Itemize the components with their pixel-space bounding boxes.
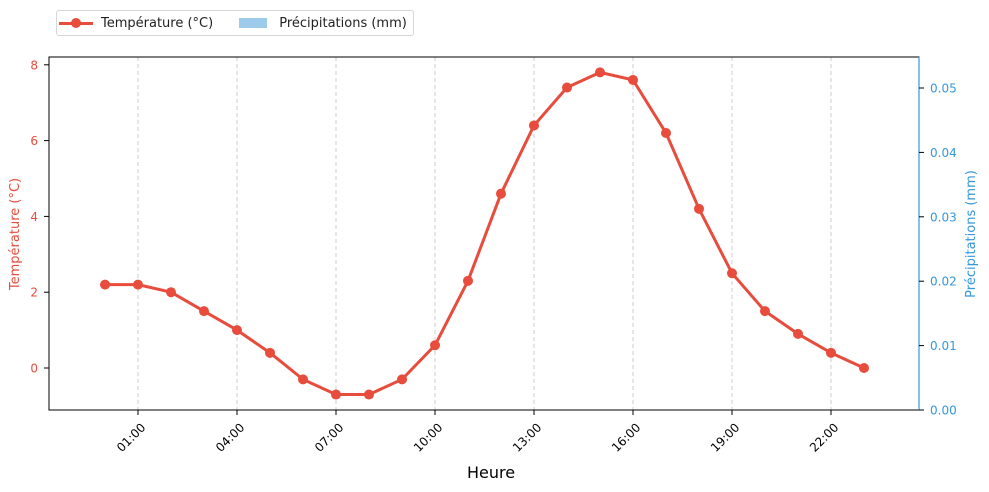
temperature-line: [105, 70, 865, 397]
data-point: [331, 389, 341, 400]
x-axis-label: Heure: [467, 463, 515, 482]
data-point: [496, 188, 506, 199]
y-axis-right: 0.00 0.01 0.02 0.03 0.04 0.05: [919, 82, 957, 418]
legend-item-temperature: Température (°C): [59, 16, 213, 31]
x-axis: 01:00 04:00 07:00 10:00 13:00 16:00 19:00 22:00: [114, 410, 841, 455]
legend-label-temperature: Température (°C): [101, 15, 214, 31]
x-tick-label: 16:00: [609, 420, 643, 454]
y-tick-label: 8: [30, 58, 38, 72]
x-tick-label: 04:00: [213, 420, 247, 454]
data-point: [166, 287, 176, 298]
data-point: [661, 128, 671, 139]
data-point: [760, 306, 770, 317]
x-tick-label: 10:00: [411, 420, 445, 454]
data-point: [727, 268, 737, 279]
data-point: [463, 275, 473, 286]
y-right-tick-label: 0.05: [930, 82, 957, 96]
x-tick-label: 01:00: [114, 420, 148, 454]
data-point: [430, 340, 440, 351]
y-tick-label: 6: [30, 134, 38, 148]
y-right-tick-label: 0.02: [930, 275, 957, 289]
data-point: [694, 203, 704, 214]
plot-frame: [48, 56, 920, 411]
bar-patch-icon: [239, 18, 268, 28]
chart-legend: Température (°C) Précipitations (mm): [56, 10, 414, 36]
data-point: [199, 306, 209, 317]
y-axis-left: 0 2 4 6 8: [30, 58, 49, 376]
temperature-series: [100, 67, 869, 400]
x-tick-label: 13:00: [510, 420, 544, 454]
legend-label-precipitation: Précipitations (mm): [279, 15, 407, 31]
x-tick-label: 22:00: [807, 420, 841, 454]
y-tick-label: 0: [30, 362, 38, 376]
y-right-tick-label: 0.04: [930, 146, 957, 160]
y-tick-label: 2: [30, 286, 38, 300]
data-point: [265, 347, 275, 358]
data-point: [859, 363, 869, 373]
data-point: [793, 328, 803, 339]
y-right-tick-label: 0.00: [930, 404, 957, 418]
data-point: [100, 279, 110, 290]
data-point: [133, 279, 143, 290]
data-point: [232, 325, 242, 336]
y-right-tick-label: 0.03: [930, 210, 957, 224]
y-axis-label-right: Précipitations (mm): [964, 170, 979, 298]
data-point: [628, 74, 638, 85]
data-point: [397, 374, 407, 385]
x-tick-label: 07:00: [312, 420, 346, 454]
x-tick-label: 19:00: [708, 420, 742, 454]
data-point: [595, 67, 605, 78]
data-point: [529, 120, 539, 131]
y-right-tick-label: 0.01: [930, 339, 957, 353]
legend-item-precipitation: Précipitations (mm): [239, 16, 407, 31]
data-point: [562, 82, 572, 93]
data-point: [298, 374, 308, 385]
data-point: [364, 389, 374, 400]
y-tick-label: 4: [30, 210, 38, 224]
y-axis-label-left: Température (°C): [8, 178, 23, 291]
line-marker-icon: [59, 16, 93, 30]
data-point: [826, 347, 836, 358]
